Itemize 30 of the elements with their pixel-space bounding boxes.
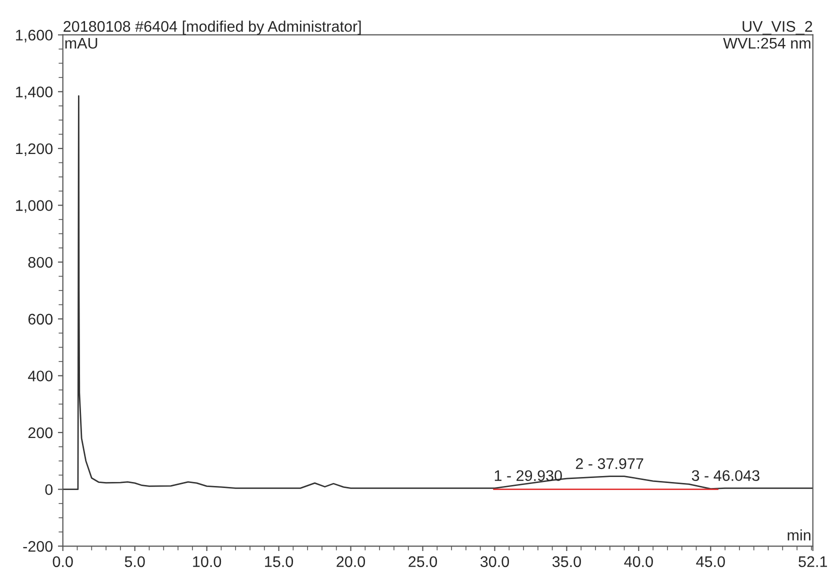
chart-title: 20180108 #6404 [modified by Administrator] [64,20,361,35]
x-tick-label: 45.0 [696,556,725,568]
y-tick-label: 1,000 [16,200,53,213]
x-tick-label: 0.0 [52,556,73,568]
line-series [62,95,813,490]
y-tick-label: 200 [28,427,53,438]
x-axis-title: min [788,529,810,540]
x-tick-label: 10.0 [193,556,222,568]
y-tick-label: 600 [28,314,53,325]
annotation: WVL:254 nm [723,38,810,49]
x-tick-label: 35.0 [552,556,581,568]
annotation: 3 - 46.043 [692,470,760,482]
x-tick-label: 40.0 [624,556,653,568]
x-tick-label: 25.0 [408,556,438,568]
x-tick-label: 15.0 [265,556,294,568]
y-tick-label: 1,400 [16,86,53,100]
y-tick-label: 800 [28,256,53,268]
chart-subtitle: UV_VIS_2 [742,21,812,35]
y-tick-label: 400 [28,370,53,382]
y-tick-label: 1,600 [16,30,53,42]
x-tick-label: 52.1 [798,556,827,568]
x-tick-label: 5.0 [124,556,145,568]
annotation: 2 - 37.977 [576,458,644,470]
y-tick-label: -200 [23,541,53,552]
y-axis-title: mAU [65,38,98,49]
x-tick-label: 30.0 [480,556,509,568]
annotation: 1 - 29.930 [494,470,562,482]
y-tick-label: 0 [45,484,53,496]
y-tick-label: 1,200 [16,143,53,156]
x-tick-label: 20.0 [336,556,366,568]
